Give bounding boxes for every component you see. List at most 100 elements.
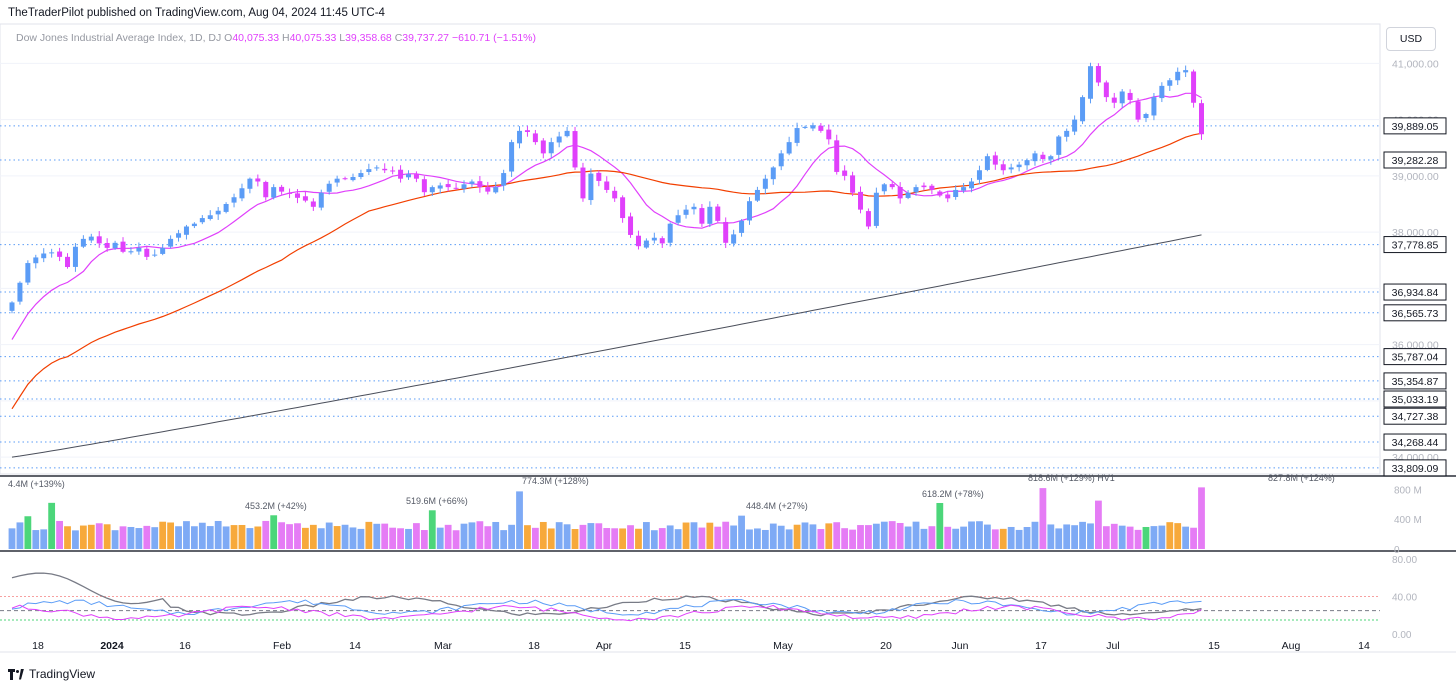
candle-body <box>263 181 269 198</box>
candle <box>279 184 285 195</box>
candle-body <box>1143 114 1149 119</box>
volume-annotation: 827.8M (+124%) <box>1268 473 1335 483</box>
volume-bar <box>643 522 650 549</box>
candle <box>540 138 546 159</box>
candle <box>628 212 634 238</box>
candle-body <box>128 251 134 253</box>
candle-body <box>112 242 118 249</box>
candle-body <box>643 240 649 248</box>
candle-body <box>1167 80 1173 86</box>
candle-body <box>937 191 943 196</box>
volume-bar <box>452 530 460 549</box>
candle <box>556 131 562 148</box>
time-tick-label: 17 <box>1035 640 1047 652</box>
candle-body <box>731 234 737 244</box>
currency-button[interactable]: USD <box>1386 27 1436 51</box>
candle <box>231 193 237 208</box>
candle <box>1016 161 1022 172</box>
volume-bar <box>40 529 48 549</box>
candle-body <box>485 187 491 192</box>
candle <box>913 184 919 196</box>
candle <box>57 247 63 262</box>
candle-body <box>215 210 221 215</box>
candle-body <box>57 251 63 257</box>
volume-bar <box>460 523 468 549</box>
candle <box>1064 128 1070 142</box>
volume-bar <box>1118 525 1126 549</box>
price-level-label: 39,889.05 <box>1392 121 1439 133</box>
ma-fast-line <box>11 92 1202 340</box>
candle-body <box>723 221 729 243</box>
candle-body <box>1016 164 1022 168</box>
legend-symbol: Dow Jones Industrial Average Index, 1D, … <box>16 32 222 44</box>
volume-bar <box>650 530 658 549</box>
candle <box>929 183 935 195</box>
candle-body <box>160 247 166 254</box>
candle <box>1095 63 1101 87</box>
candle-body <box>881 184 887 192</box>
volume-bar <box>341 524 349 549</box>
candle <box>723 217 729 249</box>
candle <box>477 175 483 193</box>
candle-body <box>49 252 55 254</box>
volume-bar <box>999 528 1007 549</box>
chart-canvas[interactable]: 34,000.0035,000.0036,000.0037,000.0038,0… <box>0 0 1456 662</box>
volume-bar <box>143 525 151 549</box>
candle <box>659 236 665 248</box>
candle-body <box>810 125 816 129</box>
volume-bar <box>151 527 159 549</box>
volume-bar <box>872 523 880 549</box>
volume-bar <box>214 520 222 549</box>
candle-body <box>247 178 253 189</box>
volume-tick-label: 0 <box>1394 545 1400 556</box>
candle-body <box>612 190 618 199</box>
candle-body <box>1056 136 1062 155</box>
tradingview-brand-label: TradingView <box>29 667 96 681</box>
candle <box>120 237 126 254</box>
candle <box>746 197 752 225</box>
candle <box>762 174 768 195</box>
volume-bar <box>1198 487 1205 549</box>
grid <box>0 23 1456 653</box>
volume-bar <box>991 529 999 549</box>
volume-bar <box>508 524 515 549</box>
candle <box>310 198 316 211</box>
candle <box>802 125 808 130</box>
candle-body <box>1191 71 1197 103</box>
candle-body <box>509 142 515 172</box>
volume-bar <box>79 525 87 549</box>
candle <box>548 137 554 158</box>
candle-body <box>913 187 919 193</box>
price-level-label: 36,934.84 <box>1392 287 1439 299</box>
candle <box>112 240 118 250</box>
volume-bar <box>397 528 404 549</box>
candle <box>588 168 594 205</box>
publisher-caption: TheTraderPilot published on TradingView.… <box>8 7 385 19</box>
candle <box>223 202 229 214</box>
candle-body <box>421 179 427 193</box>
candle-body <box>120 241 126 252</box>
candle-body <box>572 131 578 168</box>
candle-body <box>707 206 713 224</box>
price-level-box <box>1383 236 1447 254</box>
candle-body <box>588 173 594 201</box>
candle <box>453 182 459 190</box>
candle-body <box>199 218 205 223</box>
volume-bar <box>476 521 484 549</box>
volume-bar <box>880 521 888 549</box>
candle <box>1000 160 1006 175</box>
volume-bar <box>983 524 991 549</box>
volume-bar <box>912 521 920 549</box>
candle-body <box>493 187 499 193</box>
volume-bar <box>309 524 317 549</box>
candle-body <box>318 192 324 208</box>
candle <box>984 153 990 172</box>
candle-body <box>739 220 745 233</box>
candle-body <box>532 133 538 143</box>
legend-high-label: H <box>281 32 290 44</box>
price-level-label: 34,268.44 <box>1392 437 1439 449</box>
volume-bar <box>968 521 975 549</box>
candle <box>294 189 300 204</box>
candle-body <box>96 236 102 244</box>
candle <box>437 182 443 194</box>
